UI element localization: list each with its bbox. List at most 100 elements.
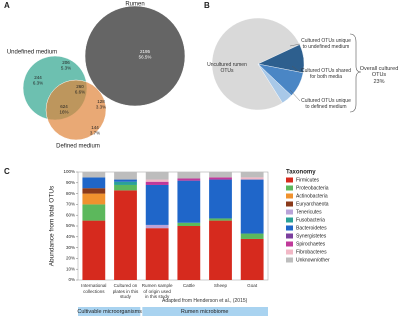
bar-segment [209,220,232,280]
bar-segment [240,233,264,239]
x-tick-label: International collections [81,283,107,294]
legend-title: Taxonomy [286,170,316,176]
slice-label: Uncultured rumen OTUs [207,62,247,74]
bar-segment [240,177,264,180]
region-count: 144 [91,125,99,130]
set-label: Rumen [125,2,144,8]
y-tick-label: 10% [66,266,75,271]
legend-swatch [286,241,293,247]
bar-segment [177,180,201,223]
slice-label: Cultured OTUs shared for both media [300,68,352,80]
bar-segment [114,172,137,180]
legend-label: Fibrobacteres [296,249,327,255]
bar-segment [82,188,106,194]
callout-line [289,89,301,102]
bar-segment [82,177,106,189]
y-tick-label: 0% [68,277,75,282]
annotation: Overall cultured OTUs [359,66,399,78]
region-count: 206 [62,60,70,65]
y-axis-label: Abundance from total OTUs [49,185,56,266]
legend-label: Euryarchaeota [296,201,329,207]
bar-segment [209,177,232,180]
y-tick-label: 40% [66,234,75,239]
bar-segment [209,218,232,221]
group-band [142,307,268,316]
bar-segment [177,226,201,280]
region-count: 260 [76,84,84,89]
slice-label: Cultured OTUs unique to defined medium [301,98,351,110]
bar-segment [114,179,137,182]
annotation: Adapted from Henderson et al., (2015) [161,298,248,304]
y-tick-label: 60% [66,212,75,217]
brace [349,33,362,113]
legend-swatch [286,193,293,199]
plot-frame [77,171,269,281]
region-percent: 16% [59,110,68,115]
pie-slice [211,17,300,111]
x-tick-label: Goat [247,283,258,288]
legend-swatch [286,177,293,183]
group-label: Cultivable microorganisms [77,309,142,315]
slice-label: Cultured OTUs unique to undefined medium [301,38,351,50]
region-count: 624 [60,104,68,109]
region-percent: 56.5% [139,55,152,60]
pie-slice [257,63,292,104]
region-count: 128 [97,99,105,104]
bar-segment [240,172,264,178]
set-label: Undefined medium [7,50,57,56]
panel-label: A [4,1,10,10]
bar-segment [82,220,106,280]
bar-segment [177,222,201,226]
region-count: 244 [34,75,42,80]
bar-segment [145,224,169,229]
venn-circle [45,79,107,141]
bar-segment [145,184,169,225]
legend-swatch [286,217,293,223]
bar-segment [145,179,169,182]
y-tick-label: 80% [66,191,75,196]
legend-swatch [286,249,293,255]
bar-segment [240,238,264,280]
x-tick-label: Cattle [182,283,195,288]
legend-label: Synergistetes [296,233,327,239]
bar-segment [82,204,106,221]
bar-segment [114,181,137,185]
bar-segment [114,184,137,191]
region-percent: 3.3% [96,105,106,110]
bar-segment [145,172,169,180]
bar-segment [145,181,169,185]
y-tick-label: 30% [66,245,75,250]
legend-label: Unknown/other [296,257,330,263]
bar-segment [209,179,232,219]
legend-swatch [286,201,293,207]
bar-segment [145,228,169,280]
x-tick-label: Cultured on plates in this study [112,283,139,299]
legend-swatch [286,257,293,263]
group-band [78,307,141,316]
bar-segment [82,193,106,205]
y-tick-label: 90% [66,180,75,185]
y-tick-label: 20% [66,256,75,261]
panel-label: C [4,167,10,176]
group-label: Rumen microbiome [181,309,229,315]
y-tick-label: 50% [66,223,75,228]
region-percent: 5.3% [61,66,71,71]
bar-segment [209,172,232,178]
bar-segment [240,179,264,234]
bar-segment [114,190,137,280]
legend-label: Firmicutes [296,177,320,183]
legend-label: Actinobacteria [296,193,328,199]
legend-swatch [286,225,293,231]
region-percent: 6.3% [33,81,43,86]
legend-swatch [286,233,293,239]
legend-label: Spirochaetes [296,241,326,247]
venn-circle [84,5,186,107]
legend-label: Fusobacteria [296,217,325,223]
y-tick-label: 100% [63,169,75,174]
y-tick-label: 70% [66,202,75,207]
legend-label: Tenericutes [296,209,322,215]
region-percent: 3.7% [90,131,100,136]
bar-segment [82,172,106,178]
panel-label: B [204,1,210,10]
